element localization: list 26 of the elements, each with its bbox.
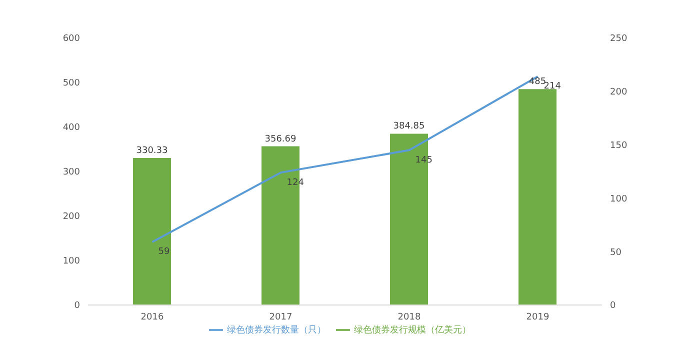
y2-tick-label: 50: [610, 248, 622, 258]
y2-tick-label: 100: [610, 194, 628, 204]
data-label: 330.33: [136, 146, 168, 156]
y2-tick-label: 150: [610, 140, 628, 151]
x-tick-label: 2017: [269, 312, 292, 322]
x-tick-label: 2016: [140, 312, 164, 322]
y-tick-label: 0: [74, 301, 80, 312]
y2-tick-label: 200: [610, 88, 628, 98]
bar: [133, 158, 171, 305]
legend-label: 绿色债券发行数量（只）: [227, 325, 326, 336]
y2-tick-label: 0: [610, 301, 616, 312]
y-tick-label: 100: [62, 256, 80, 267]
y2-tick-label: 250: [610, 34, 628, 44]
y-tick-label: 600: [62, 34, 80, 44]
legend-label: 绿色债券发行规模（亿美元）: [354, 325, 471, 336]
data-label: 384.85: [393, 122, 425, 132]
bar: [518, 89, 556, 305]
data-label: 214: [544, 82, 562, 92]
x-tick-label: 2018: [398, 312, 421, 322]
x-tick-label: 2019: [526, 312, 550, 322]
data-label: 59: [158, 247, 170, 258]
data-label: 356.69: [264, 134, 297, 144]
y-tick-label: 400: [62, 123, 80, 134]
y-tick-label: 300: [62, 168, 80, 178]
y-tick-label: 500: [62, 78, 80, 89]
y-tick-label: 200: [62, 212, 80, 222]
